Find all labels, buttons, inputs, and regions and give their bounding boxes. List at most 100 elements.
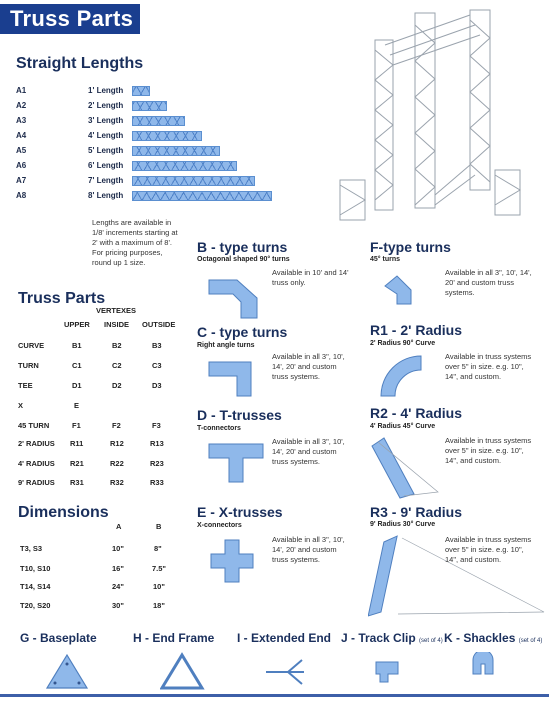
row-label: TURN xyxy=(18,361,39,370)
row-label: X xyxy=(18,401,24,410)
truss-bar xyxy=(132,146,220,156)
table-cell: 16" xyxy=(112,564,124,573)
f-type-sub: 45° turns xyxy=(370,256,401,263)
track-clip-note: (set of 4) xyxy=(419,638,443,644)
row-label: TEE xyxy=(18,381,33,390)
e-type-sub: X-connectors xyxy=(197,522,242,529)
row-label: CURVE xyxy=(18,341,45,350)
table-cell: B3 xyxy=(152,341,162,350)
length-code: A7 xyxy=(16,176,27,185)
e-type-heading: E - X-trusses xyxy=(197,504,283,520)
c-turn-diagram xyxy=(208,361,252,397)
length-code: A5 xyxy=(16,146,27,155)
truss-bar xyxy=(132,131,202,141)
c-type-note: Available in all 3", 10', 14', 20' and c… xyxy=(272,352,345,382)
table-cell: R21 xyxy=(70,459,84,468)
length-label: 2' Length xyxy=(88,101,124,110)
table-cell: 10" xyxy=(112,544,124,553)
title-banner: Truss Parts xyxy=(0,4,140,34)
b-turn-diagram xyxy=(208,279,258,319)
length-code: A8 xyxy=(16,191,27,200)
table-cell: B1 xyxy=(72,341,82,350)
note-line: Available in truss systems xyxy=(445,436,532,445)
table-cell: R12 xyxy=(110,439,124,448)
f-turn-diagram xyxy=(384,275,412,305)
length-code: A4 xyxy=(16,131,27,140)
row-label: T20, S20 xyxy=(20,601,51,610)
c-type-sub: Right angle turns xyxy=(197,342,255,349)
note-line: over 5" in size. e.g. 10", xyxy=(445,446,524,455)
b-type-note: Available in 10' and 14' truss only. xyxy=(272,268,349,288)
length-label: 5' Length xyxy=(88,146,124,155)
row-label: 2' RADIUS xyxy=(18,439,55,448)
footer-rule xyxy=(0,694,549,697)
note-line: Available in all 3", 10', xyxy=(272,352,345,361)
length-label: 3' Length xyxy=(88,116,124,125)
table-cell: R32 xyxy=(110,478,124,487)
truss-bar xyxy=(132,161,237,171)
table-cell: F1 xyxy=(72,421,81,430)
length-label: 1' Length xyxy=(88,86,124,95)
straight-lengths-heading: Straight Lengths xyxy=(16,55,144,72)
d-type-heading: D - T-trusses xyxy=(197,407,282,423)
note-line: 14", and custom. xyxy=(445,555,502,564)
table-cell: 18" xyxy=(153,601,165,610)
length-label: 6' Length xyxy=(88,161,124,170)
t-truss-diagram xyxy=(208,443,264,483)
shackles-title: K - Shackles xyxy=(444,631,516,645)
col-header: OUTSIDE xyxy=(142,320,176,329)
b-type-sub: Octagonal shaped 90° turns xyxy=(197,256,290,263)
r1-sub: 2' Radius 90° Curve xyxy=(370,340,436,347)
length-label: 4' Length xyxy=(88,131,124,140)
col-header: INSIDE xyxy=(104,320,130,329)
table-cell: R13 xyxy=(150,439,164,448)
row-label: T10, S10 xyxy=(20,564,51,573)
length-code: A3 xyxy=(16,116,27,125)
note-line: truss systems. xyxy=(272,555,320,564)
table-cell: 10" xyxy=(153,582,165,591)
r3-heading: R3 - 9' Radius xyxy=(370,504,463,520)
table-cell: D3 xyxy=(152,381,162,390)
table-cell: R11 xyxy=(70,439,84,448)
note-line: 14', 20' and custom xyxy=(272,447,337,456)
r3-sub: 9' Radius 30° Curve xyxy=(370,521,436,528)
table-cell: C2 xyxy=(112,361,122,370)
note-line: Available in all 3", 10', xyxy=(272,437,345,446)
extended-end-label: I - Extended End xyxy=(237,631,332,645)
note-line: over 5" in size. e.g. 10", xyxy=(445,362,524,371)
row-label: T3, S3 xyxy=(20,544,43,553)
shackles-note: (set of 4) xyxy=(518,638,543,644)
track-clip-icon xyxy=(375,661,399,683)
length-label: 7' Length xyxy=(88,176,124,185)
r2-heading: R2 - 4' Radius xyxy=(370,405,463,421)
note-line: truss systems. xyxy=(272,372,320,381)
r2-curve-diagram xyxy=(371,437,439,499)
track-clip-label: J - Track Clip (set of 4) xyxy=(341,631,443,645)
length-code: A6 xyxy=(16,161,27,170)
truss-parts-table: VERTEXES UPPER INSIDE OUTSIDE CURVE B1 B… xyxy=(18,306,193,487)
f-type-note: Available in all 3", 10', 14', 20' and c… xyxy=(445,268,532,298)
page-title: Truss Parts xyxy=(10,6,134,31)
x-truss-diagram xyxy=(210,539,254,583)
r3-note: Available in truss systems over 5" in si… xyxy=(445,535,531,565)
table-cell: D2 xyxy=(112,381,122,390)
truss-bar xyxy=(132,191,272,201)
r2-note: Available in truss systems over 5" in si… xyxy=(445,436,531,466)
row-label: 45 TURN xyxy=(18,421,50,430)
d-type-note: Available in all 3", 10', 14', 20' and c… xyxy=(272,437,345,467)
vertexes-label: VERTEXES xyxy=(96,306,137,315)
r1-curve-diagram xyxy=(380,355,422,397)
straight-lengths-list: A1 1' Length A2 2' Length A3 3' Length A… xyxy=(16,86,286,206)
length-code: A2 xyxy=(16,101,27,110)
baseplate-icon xyxy=(45,653,89,689)
note-line: truss systems. xyxy=(272,457,320,466)
note-line: 20' and custom truss xyxy=(445,278,514,287)
shackles-icon xyxy=(472,652,494,675)
truss-bar xyxy=(132,116,185,126)
length-code: A1 xyxy=(16,86,27,95)
row-label: T14, S14 xyxy=(20,582,51,591)
truss-parts-heading: Truss Parts xyxy=(18,290,106,307)
lengths-note: Lengths are available in 1/8' increments… xyxy=(92,218,202,268)
d-type-sub: T-connectors xyxy=(197,425,241,432)
table-cell: 8" xyxy=(154,544,162,553)
